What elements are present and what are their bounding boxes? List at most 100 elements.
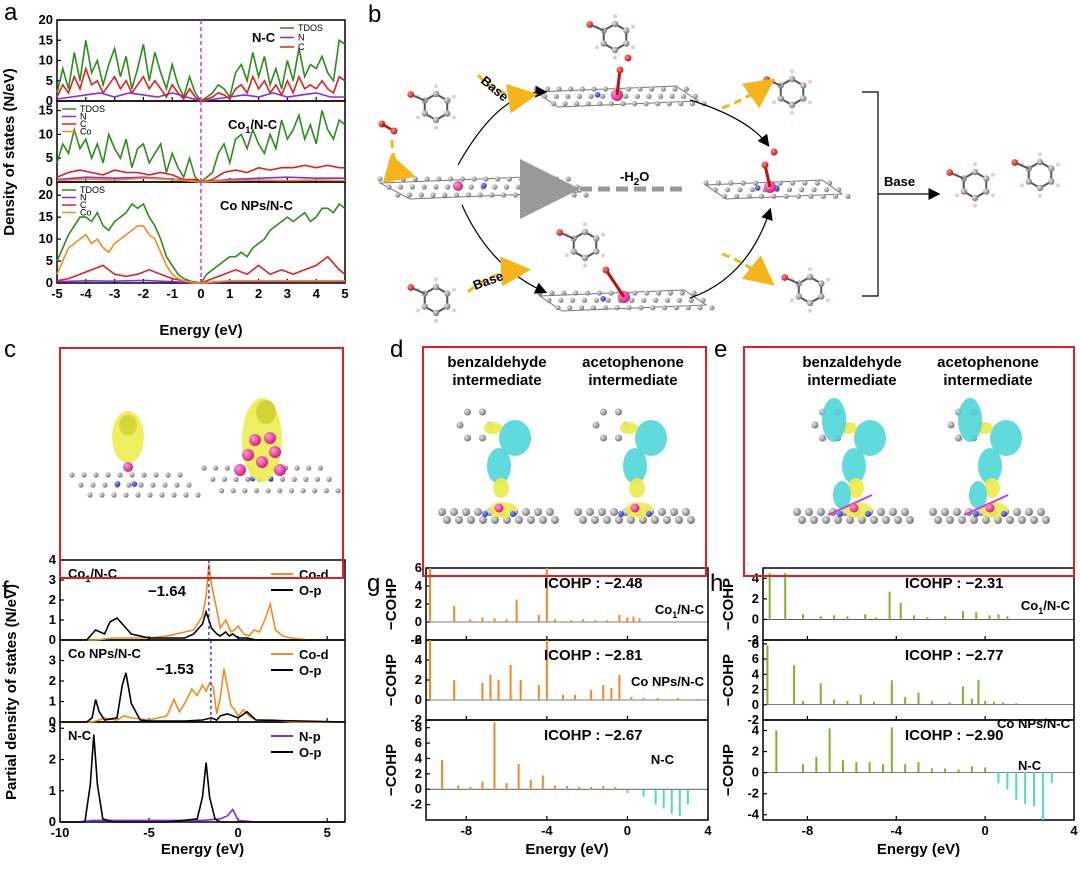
oxygen-atom — [1011, 159, 1019, 166]
g-ytick-label-2: 2 — [415, 766, 422, 781]
graphene-atom — [657, 93, 664, 99]
g-xtick-label: 4 — [704, 823, 712, 838]
hydrogen-atom — [564, 253, 569, 258]
graphene-atom — [573, 290, 579, 296]
graphene-atom — [597, 101, 603, 107]
bond — [827, 494, 873, 516]
g-ylabel-2: −COHP — [383, 744, 400, 796]
graphene-atom — [556, 86, 562, 92]
e-col1-line2: intermediate — [807, 372, 896, 389]
label-base-top: Base — [478, 73, 511, 104]
arrow-cycle-2 — [689, 99, 770, 147]
graphene-atom — [746, 193, 752, 199]
g-ytick-label-1: -2 — [410, 712, 422, 727]
graphene-sheet-1 — [533, 86, 707, 107]
graphene-atom — [637, 86, 643, 92]
carbon-atom — [456, 421, 464, 429]
g-subplot-label-2: N-C — [651, 752, 675, 767]
graphene-atom — [570, 297, 576, 303]
graphene-atom — [822, 516, 830, 524]
h-ytick-label-0: -2 — [747, 632, 759, 647]
a-subplot-label-1: Co1/N-C — [228, 117, 278, 135]
h-ytick-label-0: 2 — [752, 591, 759, 606]
graphene-atom — [562, 184, 569, 190]
arrow-base-top — [476, 74, 538, 114]
graphene-atom — [561, 290, 567, 296]
graphene-atom — [615, 516, 623, 524]
graphene-atom — [515, 516, 523, 524]
graphene-atom — [651, 516, 659, 524]
graphene-atom — [141, 472, 147, 478]
hydrogen-atom — [973, 203, 977, 208]
f-ytick-label-0: 2 — [49, 592, 56, 607]
carbon-atom — [960, 188, 967, 195]
carbon-atom — [1036, 158, 1044, 166]
graphene-atom — [669, 93, 675, 99]
orbital-lobe-cyan — [978, 448, 1002, 484]
h-xtick-label: -8 — [802, 823, 814, 838]
graphene-atom — [150, 482, 156, 488]
graphene-atom — [946, 516, 954, 524]
graphene-atom — [468, 184, 474, 190]
graphene-atom — [889, 508, 897, 516]
f-ytick-label-1: 3 — [49, 653, 56, 668]
graphene-atom — [676, 297, 683, 303]
orbital-acetophenone-d — [574, 408, 695, 524]
graphene-atom — [69, 472, 75, 478]
graphene-atom — [177, 472, 183, 478]
f-ytick-label-1: 0 — [49, 714, 56, 729]
nitrogen-atom — [865, 511, 871, 517]
graphene-atom — [129, 472, 135, 478]
graphene-atom — [533, 86, 539, 92]
graphene-atom — [608, 290, 614, 296]
graphene-atom — [683, 86, 690, 92]
carbon-atom — [1025, 178, 1032, 185]
graphene-atom — [159, 492, 165, 498]
g-ytick-label-2: 0 — [415, 781, 422, 796]
carbon-atom — [570, 248, 577, 255]
graphene-atom — [323, 488, 329, 494]
a-ytick-label-0: 10 — [39, 53, 53, 68]
a-legend-text-0-1: N — [298, 33, 305, 43]
g-ytick-label-2: 6 — [415, 735, 422, 750]
graphene-atom — [623, 93, 629, 99]
hydrogen-atom — [771, 100, 776, 105]
hydrogen-atom — [594, 45, 599, 50]
graphene-sheet-0 — [377, 176, 589, 198]
a-ytick-label-0: 5 — [46, 73, 53, 88]
carbon-atom — [592, 421, 600, 429]
carbon-atom — [795, 293, 802, 300]
graphene-atom — [808, 193, 814, 199]
graphene-atom — [1030, 516, 1038, 524]
hydrogen-atom — [789, 298, 794, 303]
a-legend-text-0-2: C — [298, 42, 305, 52]
graphene-atom — [81, 472, 87, 478]
hydrogen-atom — [434, 277, 438, 282]
graphene-atom — [126, 482, 132, 488]
panel-d-orbitals: benzaldehyde intermediate acetophenone i… — [422, 346, 707, 577]
graphene-atom — [626, 86, 632, 92]
carbon-atom — [600, 434, 607, 442]
nitrogen-atom — [481, 182, 487, 189]
carbon-atom — [788, 101, 796, 109]
graphene-atom — [183, 492, 189, 498]
graphene-atom — [123, 492, 129, 498]
graphene-atom — [596, 290, 602, 296]
graphene-atom — [171, 492, 177, 498]
graphene-atom — [162, 482, 168, 488]
hydrogen-atom — [991, 172, 996, 177]
graphene-atom — [901, 508, 909, 516]
f-ytick-label-2: 2 — [49, 752, 56, 767]
graphene-atom — [386, 184, 392, 190]
f-subplot-label-2: N-C — [68, 728, 92, 743]
graphene-atom — [503, 516, 511, 524]
carbon-atom — [819, 434, 826, 442]
a-ytick-label-2: 15 — [39, 209, 53, 224]
graphene-sheet-3 — [537, 290, 715, 311]
carbon-atom — [432, 309, 440, 317]
graphene-atom — [567, 305, 573, 311]
graphene-atom — [87, 492, 93, 498]
f-series-1-O-p — [60, 672, 346, 723]
arrow-o2 — [382, 139, 416, 184]
graphene-atom — [224, 465, 230, 471]
